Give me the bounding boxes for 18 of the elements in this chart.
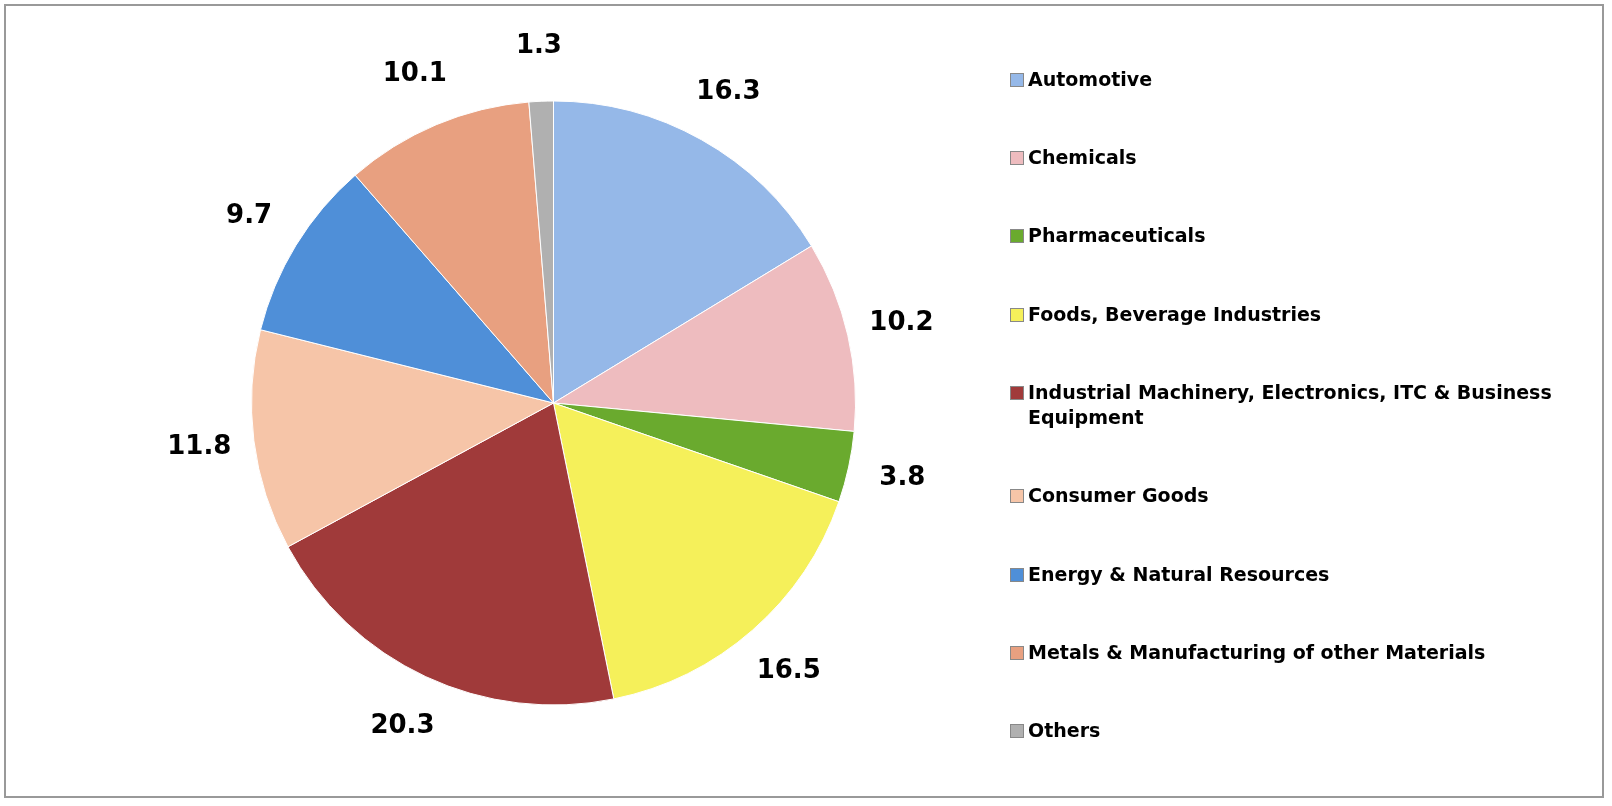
data-label: 9.7 — [226, 199, 273, 230]
data-label: 10.2 — [869, 305, 934, 336]
data-label: 3.8 — [879, 461, 926, 492]
legend-label: Metals & Manufacturing of other Materials — [1028, 639, 1486, 665]
legend-label: Consumer Goods — [1028, 483, 1209, 509]
data-label: 1.3 — [515, 29, 562, 60]
legend-label: Others — [1028, 718, 1101, 744]
legend-label: Pharmaceuticals — [1028, 223, 1206, 249]
legend-label: Automotive — [1028, 66, 1153, 92]
data-label: 10.1 — [382, 56, 447, 87]
legend-label: Chemicals — [1028, 145, 1137, 170]
legend-label: Industrial Machinery, Electronics, ITC & Business Equipment — [1028, 379, 1553, 430]
data-label: 16.3 — [696, 74, 761, 105]
legend-label: Foods, Beverage Industries — [1028, 301, 1322, 327]
data-label: 16.5 — [756, 654, 821, 685]
legend-label: Energy & Natural Resources — [1028, 561, 1330, 587]
data-label: 20.3 — [370, 709, 435, 740]
data-label: 11.8 — [167, 430, 232, 461]
